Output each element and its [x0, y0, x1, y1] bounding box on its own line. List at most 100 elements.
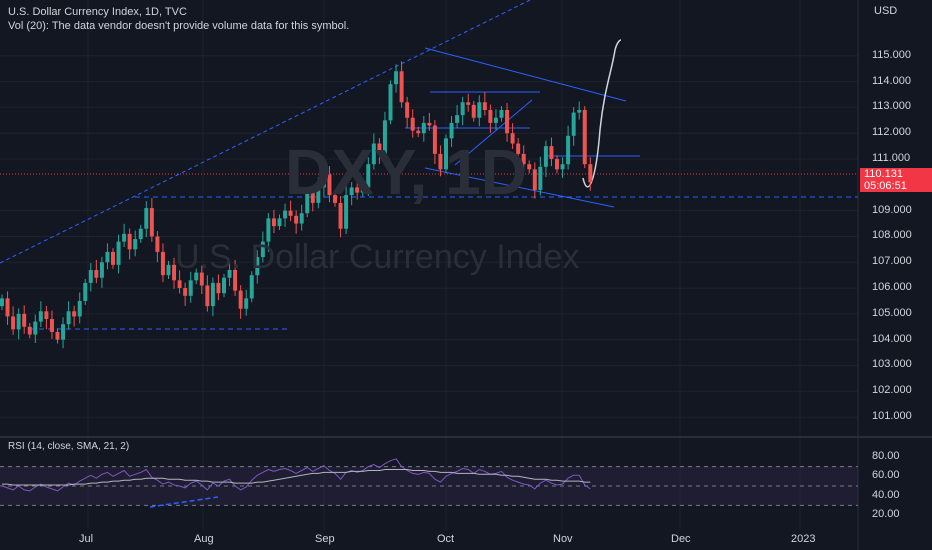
rsi-tick: 40.00 — [872, 488, 900, 501]
candle-body — [471, 104, 476, 118]
candle-body — [33, 321, 38, 335]
candle-body — [72, 311, 77, 317]
candle-body — [66, 311, 71, 325]
candle-body — [549, 146, 554, 160]
candle-body — [588, 164, 593, 183]
watermark-symbol: DXY, 1D — [285, 136, 527, 208]
candle-body — [416, 130, 421, 134]
candle-body — [5, 298, 10, 317]
candle-body — [38, 311, 43, 322]
candle-body — [538, 166, 543, 190]
time-tick: Sep — [315, 533, 335, 545]
price-tick: 103.000 — [872, 358, 912, 371]
trendline-long — [0, 0, 531, 264]
price-tick: 112.000 — [872, 126, 911, 139]
candle-body — [394, 71, 399, 85]
currency-label: USD — [874, 5, 898, 17]
countdown-tag: 05:06:51 — [860, 180, 932, 192]
price-tick: 101.000 — [872, 410, 912, 423]
candle-body — [410, 117, 415, 131]
candle-body — [438, 153, 443, 170]
candle-body — [405, 102, 410, 118]
candle-body — [488, 110, 493, 123]
candle-body — [582, 110, 587, 165]
candle-body — [521, 153, 526, 165]
candle-body — [116, 241, 121, 265]
candle-body — [194, 272, 199, 281]
candle-body — [283, 210, 288, 219]
candle-body — [432, 125, 437, 154]
candle-body — [399, 71, 404, 103]
candle-body — [566, 135, 571, 165]
candle-body — [88, 270, 93, 283]
candle-body — [577, 110, 582, 113]
candle-body — [55, 331, 60, 340]
candle-body — [216, 282, 221, 294]
candle-body — [244, 298, 249, 309]
price-tick: 106.000 — [872, 281, 912, 294]
candle-body — [27, 326, 32, 335]
candle-body — [271, 218, 276, 227]
candle-body — [505, 110, 510, 134]
candle-body — [316, 187, 321, 203]
candle-body — [188, 280, 193, 296]
candle-body — [166, 264, 171, 276]
candle-body — [44, 311, 49, 320]
price-tick: 113.000 — [872, 100, 911, 113]
candle-body — [455, 115, 460, 123]
rsi-tick: 20.00 — [872, 508, 900, 521]
candle-body — [183, 288, 188, 296]
candle-body — [227, 270, 232, 278]
rsi-trendline — [149, 496, 219, 508]
candle-body — [377, 143, 382, 154]
price-tick: 114.000 — [872, 74, 911, 87]
candle-body — [333, 195, 337, 203]
candle-body — [366, 164, 371, 188]
candle-body — [160, 251, 165, 276]
price-tick: 107.000 — [872, 255, 912, 268]
price-tick: 111.000 — [872, 152, 911, 165]
candle-body — [360, 187, 365, 193]
projection-path — [582, 39, 622, 188]
candle-body — [138, 228, 143, 240]
rsi-sma-line — [2, 469, 591, 486]
candle-body — [222, 277, 226, 294]
candle-body — [99, 262, 104, 278]
rsi-tick: 80.00 — [872, 449, 900, 462]
candle-body — [327, 174, 332, 196]
candle-body — [94, 270, 99, 278]
candle-body — [210, 282, 215, 307]
price-tick: 108.000 — [872, 229, 912, 242]
volume-note: Vol (20): The data vendor doesn't provid… — [8, 20, 350, 32]
time-tick: Oct — [437, 533, 455, 545]
candle-body — [338, 202, 343, 229]
candle-body — [482, 102, 487, 110]
candle-body — [111, 251, 115, 265]
time-tick: Aug — [194, 533, 214, 545]
candle-body — [349, 187, 354, 196]
candle-body — [260, 241, 265, 258]
candle-body — [516, 143, 521, 154]
candle-body — [527, 164, 532, 170]
price-tick: 105.000 — [872, 306, 912, 319]
candle-body — [421, 122, 426, 134]
candle-body — [133, 239, 138, 250]
candle-body — [61, 324, 66, 340]
candle-body — [199, 272, 204, 286]
candle-body — [571, 112, 576, 136]
price-tick: 104.000 — [872, 332, 912, 345]
candle-body — [49, 319, 54, 332]
candle-body — [11, 316, 16, 330]
candle-body — [499, 110, 504, 118]
candle-body — [83, 282, 88, 301]
candle-body — [266, 218, 271, 242]
candle-body — [543, 146, 548, 167]
watermark-name: U.S. Dollar Currency Index — [175, 238, 580, 276]
trend-drawings — [0, 0, 858, 330]
candle-body — [144, 208, 149, 229]
candle-body — [238, 290, 243, 309]
candle-body — [444, 138, 448, 170]
candle-body — [177, 280, 182, 289]
